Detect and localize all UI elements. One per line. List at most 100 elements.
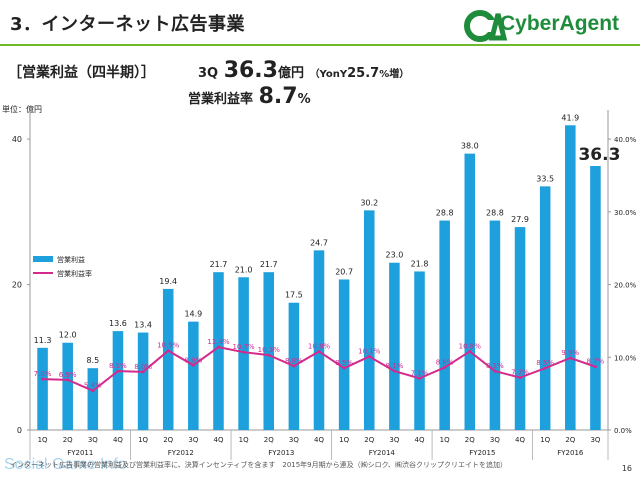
bar-value-label: 21.7	[260, 260, 278, 269]
chart-subheading: ［営業利益（四半期）］	[8, 65, 155, 81]
fy-group-label: FY2014	[369, 449, 396, 457]
bar-value-label: 28.8	[436, 209, 454, 218]
margin-point	[392, 369, 396, 373]
x-tick-label: 4Q	[314, 436, 324, 444]
legend-margin-label: 営業利益率	[57, 269, 92, 278]
bar-value-label: 21.7	[210, 260, 228, 269]
bar-value-label: 20.7	[335, 267, 353, 276]
profit-bar	[565, 125, 576, 430]
headline-profit: 3Q 36.3億円 （YonY25.7%増）	[198, 58, 409, 83]
x-tick-label: 2Q	[565, 436, 575, 444]
fy-group-label: FY2015	[469, 449, 495, 457]
margin-value-label: 7.1%	[411, 369, 429, 377]
fy-group-label: FY2012	[168, 449, 194, 457]
margin-point	[568, 356, 572, 360]
bar-value-label: 19.4	[159, 277, 177, 286]
headline-quarter: 3Q	[198, 66, 219, 81]
x-tick-label: 1Q	[440, 436, 450, 444]
profit-bar	[464, 153, 476, 431]
bar-value-label: 13.6	[109, 319, 127, 328]
margin-value-label: 7.0%	[34, 370, 52, 378]
margin-value-label: 8.5%	[335, 359, 353, 367]
legend-profit-swatch	[33, 256, 53, 262]
margin-point	[91, 389, 95, 393]
fy-group-label: FY2011	[67, 449, 93, 457]
profit-bar	[188, 321, 199, 430]
profit-bar	[62, 342, 73, 430]
margin-point	[493, 369, 497, 373]
bar-value-label: 30.2	[360, 198, 378, 207]
cyberagent-logo	[464, 10, 508, 42]
x-tick-label: 3Q	[490, 436, 500, 444]
profit-bar	[414, 271, 425, 430]
bar-value-label: 28.8	[486, 209, 504, 218]
margin-point	[367, 355, 371, 359]
x-tick-label: 4Q	[113, 436, 123, 444]
margin-value-label: 9.9%	[561, 349, 579, 357]
bar-value-label: 13.4	[134, 321, 152, 330]
margin-point	[267, 353, 271, 357]
operating-profit-chart: 0 20 40 0.0% 10.0% 20.0% 30.0% 40.0% 11.3 12.0 8.5…	[12, 110, 637, 460]
profit-bar	[363, 210, 375, 430]
x-tick-label: 3Q	[389, 436, 399, 444]
headline-profit-unit: 億円	[277, 66, 304, 81]
left-tick-label: 20	[12, 281, 22, 290]
margin-point	[116, 369, 120, 373]
legend-profit-label: 営業利益	[57, 255, 85, 264]
x-tick-label: 4Q	[213, 436, 223, 444]
bar-value-label: 17.5	[285, 291, 303, 300]
x-tick-label: 2Q	[364, 436, 374, 444]
x-tick-label: 3Q	[590, 436, 600, 444]
x-tick-label: 4Q	[415, 436, 425, 444]
margin-point	[141, 370, 145, 374]
x-tick-label: 3Q	[88, 436, 98, 444]
profit-bar	[137, 332, 149, 430]
margin-point	[41, 377, 45, 381]
profit-bar	[489, 220, 501, 430]
bar-value-label: 21.0	[235, 265, 253, 274]
logo-c-gap	[486, 20, 494, 32]
headline-profit-value: 36.3	[223, 58, 278, 83]
x-tick-label: 1Q	[239, 436, 249, 444]
x-tick-label: 2Q	[163, 436, 173, 444]
title-divider	[0, 44, 640, 46]
fy-group-label: FY2013	[268, 449, 294, 457]
bar-value-label: 38.0	[461, 142, 479, 151]
right-tick-label: 40.0%	[614, 136, 637, 144]
profit-bar	[514, 227, 526, 430]
margin-value-label: 8.5%	[536, 359, 554, 367]
margin-value-label: 8.0%	[134, 363, 152, 371]
logo-a-mark	[488, 13, 508, 41]
profit-bar	[87, 368, 99, 430]
margin-point	[317, 349, 321, 353]
fy-group-label: FY2016	[557, 449, 584, 457]
profit-bar	[37, 347, 48, 430]
margin-point	[342, 366, 346, 370]
margin-point	[443, 365, 447, 369]
unit-label: 単位：億円	[2, 105, 42, 114]
x-tick-label: 1Q	[38, 436, 48, 444]
x-tick-label: 2Q	[264, 436, 274, 444]
logo-wordmark: CyberAgent	[500, 12, 620, 35]
margin-value-label: 7.2%	[511, 369, 529, 377]
bar-value-label: 41.9	[561, 113, 579, 122]
headline-margin-label: 営業利益率	[188, 92, 254, 107]
margin-value-label: 8.6%	[436, 358, 454, 366]
margin-value-label: 6.9%	[59, 371, 77, 379]
profit-bar	[338, 279, 350, 430]
x-tick-label: 1Q	[138, 436, 148, 444]
left-tick-label: 40	[12, 135, 22, 144]
margin-point	[216, 345, 220, 349]
margin-point	[418, 376, 422, 380]
profit-bar	[162, 288, 174, 430]
margin-point	[518, 376, 522, 380]
headline-margin-value: 8.7	[258, 84, 298, 109]
profit-bar	[213, 272, 224, 430]
margin-point	[543, 366, 547, 370]
bar-value-label: 12.0	[59, 331, 77, 340]
margin-value-label: 10.8%	[459, 342, 482, 350]
margin-value-label: 10.1%	[358, 348, 381, 356]
margin-point	[191, 363, 195, 367]
headline-yoy-label: （YonY	[309, 69, 348, 80]
left-tick-label: 0	[17, 426, 22, 435]
